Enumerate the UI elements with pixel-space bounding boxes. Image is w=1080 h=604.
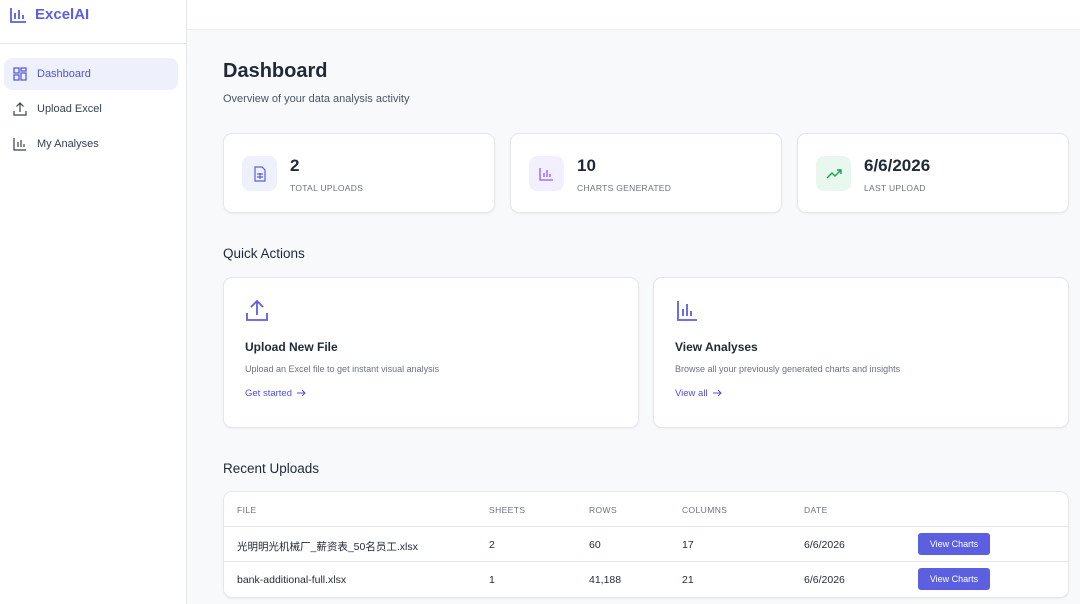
section-title: Recent Uploads [223,461,320,476]
section-title: Quick Actions [223,246,305,261]
stat-card: 6/6/2026 LAST UPLOAD [797,133,1069,213]
table-cell: bank-additional-full.xlsx [237,574,347,586]
stat-value: 2 [290,156,300,175]
table-cell: 1 [489,574,495,586]
stat-label: LAST UPLOAD [864,183,926,193]
link-text: Get started [245,388,292,399]
page-subtitle: Overview of your data analysis activity [223,93,410,105]
column-header: ROWS [589,505,618,515]
action-link[interactable]: Get started [245,388,306,399]
column-header: SHEETS [489,505,526,515]
stat-icon [816,156,851,191]
nav-icon [13,102,27,116]
top-bar [187,0,1080,30]
nav-label: Dashboard [37,68,91,80]
table-cell: 6/6/2026 [804,539,845,551]
column-header: COLUMNS [682,505,728,515]
table-cell: 17 [682,539,694,551]
stat-value: 10 [577,156,596,175]
sidebar: ExcelAI Dashboard Upload Excel My Analys… [0,0,187,604]
nav-item[interactable]: Upload Excel [4,93,178,125]
logo-text: ExcelAI [35,6,90,23]
column-header: DATE [804,505,828,515]
arrow-icon [297,389,306,397]
nav-icon [13,67,27,81]
table-cell: 41,188 [589,574,622,586]
action-title: Upload New File [245,340,338,354]
action-link[interactable]: View all [675,388,722,399]
stat-icon [242,156,277,191]
action-card[interactable]: View Analyses Browse all your previously… [653,277,1069,428]
nav-label: Upload Excel [37,103,102,115]
nav-icon [13,138,26,151]
page-title: Dashboard [223,60,328,82]
table-cell: 60 [589,539,601,551]
action-description: Upload an Excel file to get instant visu… [245,364,440,374]
logo[interactable]: ExcelAI [9,6,89,23]
table-cell: 2 [489,539,495,551]
table-cell: 光明明光机械厂_薪资表_50名员工.xlsx [237,541,418,553]
table-row: bank-additional-full.xlsx 1 41,188 21 6/6/20… [224,561,1068,596]
stat-value: 6/6/2026 [864,156,931,175]
nav-item[interactable]: Dashboard [4,58,178,90]
action-title: View Analyses [675,340,758,354]
arrow-icon [712,389,722,397]
nav-label: My Analyses [37,138,99,150]
action-icon [677,301,697,321]
stat-card: 2 TOTAL UPLOADS [223,133,495,213]
view-charts-button[interactable]: View Charts [918,533,990,555]
uploads-table: FILE SHEETS ROWS COLUMNS DATE 光明明光机械厂_薪资表_50名… [223,491,1069,598]
table-row: 光明明光机械厂_薪资表_50名员工.xlsx 2 60 17 6/6/2026 View … [224,526,1068,561]
stat-label: TOTAL UPLOADS [290,183,364,193]
table-cell: 21 [682,574,694,586]
action-card[interactable]: Upload New File Upload an Excel file to … [223,277,639,428]
stat-card: 10 CHARTS GENERATED [510,133,782,213]
logo-icon [10,7,26,23]
view-charts-button[interactable]: View Charts [918,568,990,590]
nav-item[interactable]: My Analyses [4,128,178,160]
table-cell: 6/6/2026 [804,574,845,586]
action-description: Browse all your previously generated cha… [675,364,901,374]
link-text: View all [675,388,708,399]
stat-icon [529,156,564,191]
column-header: FILE [237,505,257,515]
action-icon [246,299,268,321]
stat-label: CHARTS GENERATED [577,183,672,193]
divider [0,43,186,44]
